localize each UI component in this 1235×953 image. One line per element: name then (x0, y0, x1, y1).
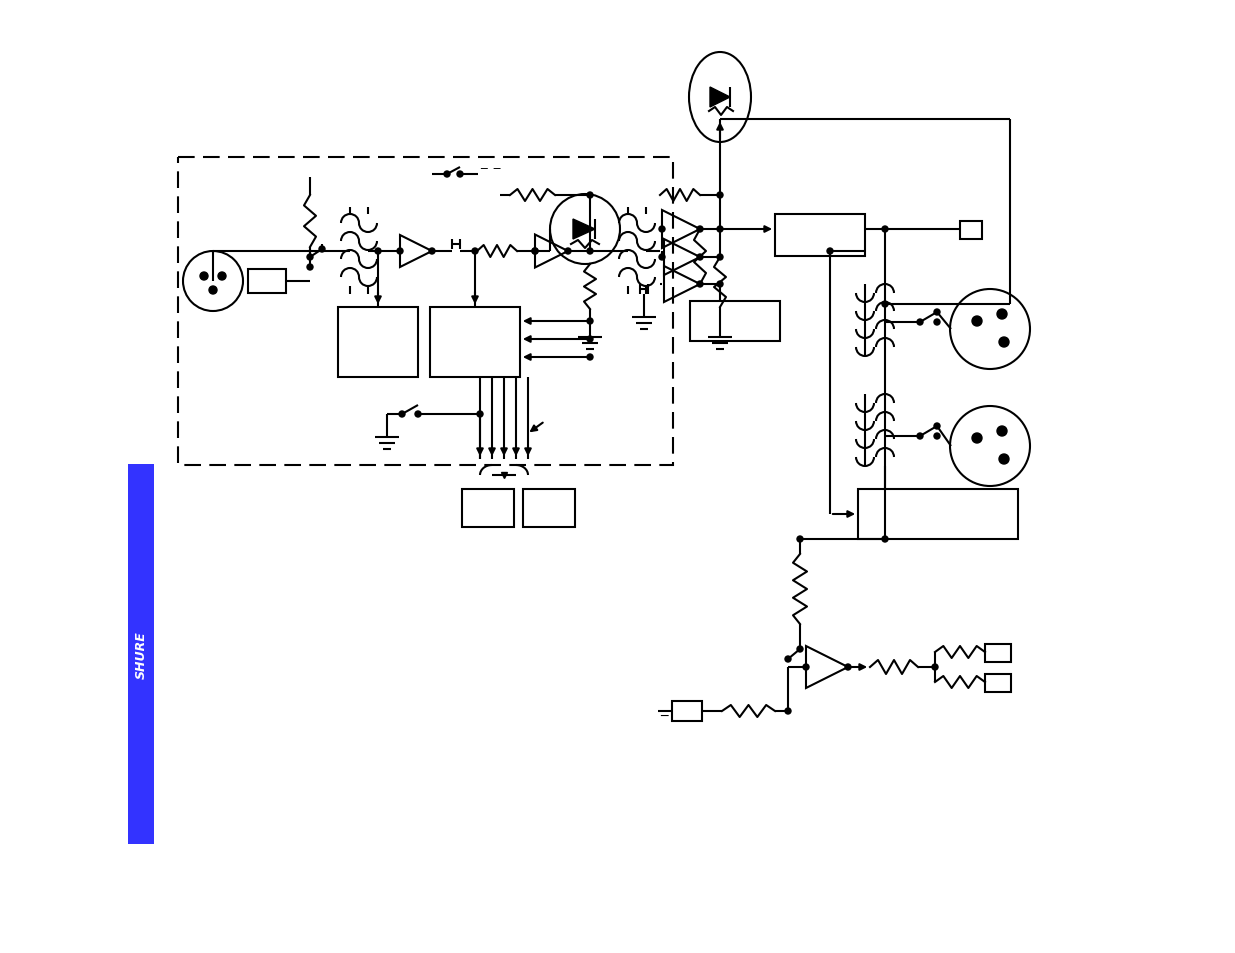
Circle shape (697, 282, 703, 288)
Bar (522, 490, 576, 527)
Circle shape (472, 249, 478, 254)
Circle shape (587, 318, 593, 325)
Circle shape (477, 412, 483, 417)
Bar (776, 214, 864, 256)
Circle shape (219, 273, 226, 281)
Circle shape (934, 434, 940, 439)
Circle shape (999, 455, 1009, 464)
Polygon shape (710, 88, 730, 108)
Circle shape (972, 316, 982, 327)
Polygon shape (573, 220, 595, 240)
Circle shape (803, 664, 809, 670)
Circle shape (415, 412, 421, 417)
Circle shape (785, 657, 790, 662)
Circle shape (882, 302, 888, 308)
Circle shape (587, 336, 593, 343)
Circle shape (997, 310, 1007, 319)
Circle shape (934, 310, 940, 315)
Circle shape (375, 249, 382, 254)
Circle shape (932, 664, 939, 670)
Circle shape (882, 537, 888, 542)
Circle shape (918, 319, 923, 326)
Bar (858, 490, 1018, 539)
Bar (960, 222, 982, 240)
Circle shape (659, 254, 664, 261)
Circle shape (882, 227, 888, 233)
Circle shape (532, 249, 538, 254)
Circle shape (999, 337, 1009, 348)
Circle shape (399, 412, 405, 417)
Text: ─: ─ (659, 709, 667, 722)
Circle shape (532, 249, 538, 254)
Circle shape (587, 249, 593, 254)
Circle shape (308, 254, 312, 261)
Circle shape (997, 427, 1007, 436)
Bar (986, 644, 1011, 662)
Circle shape (396, 249, 403, 254)
Circle shape (659, 227, 664, 233)
Circle shape (587, 193, 593, 199)
Circle shape (718, 254, 722, 261)
Circle shape (918, 434, 923, 439)
Bar (690, 302, 781, 341)
Bar (986, 675, 1011, 692)
Circle shape (797, 646, 803, 652)
Circle shape (587, 355, 593, 360)
Bar (430, 308, 520, 377)
Circle shape (845, 664, 851, 670)
Circle shape (934, 423, 940, 430)
Circle shape (200, 273, 207, 281)
Circle shape (934, 319, 940, 326)
Circle shape (429, 249, 435, 254)
Circle shape (718, 193, 722, 199)
Circle shape (972, 434, 982, 443)
Circle shape (457, 172, 463, 178)
Bar (178, 158, 673, 465)
Circle shape (827, 249, 832, 254)
Circle shape (718, 282, 722, 288)
Bar (248, 270, 287, 294)
Bar (462, 490, 514, 527)
Bar (128, 464, 154, 844)
Circle shape (445, 172, 450, 178)
Text: ─  ─: ─ ─ (480, 164, 500, 173)
Circle shape (697, 254, 703, 261)
Circle shape (319, 247, 325, 253)
Circle shape (797, 537, 803, 542)
Circle shape (697, 227, 703, 233)
Circle shape (564, 249, 571, 254)
Circle shape (209, 287, 217, 294)
Bar (672, 701, 701, 721)
Circle shape (308, 265, 312, 271)
Circle shape (785, 708, 790, 714)
Text: SHURE: SHURE (135, 631, 147, 679)
Bar (338, 308, 417, 377)
Circle shape (718, 227, 722, 233)
